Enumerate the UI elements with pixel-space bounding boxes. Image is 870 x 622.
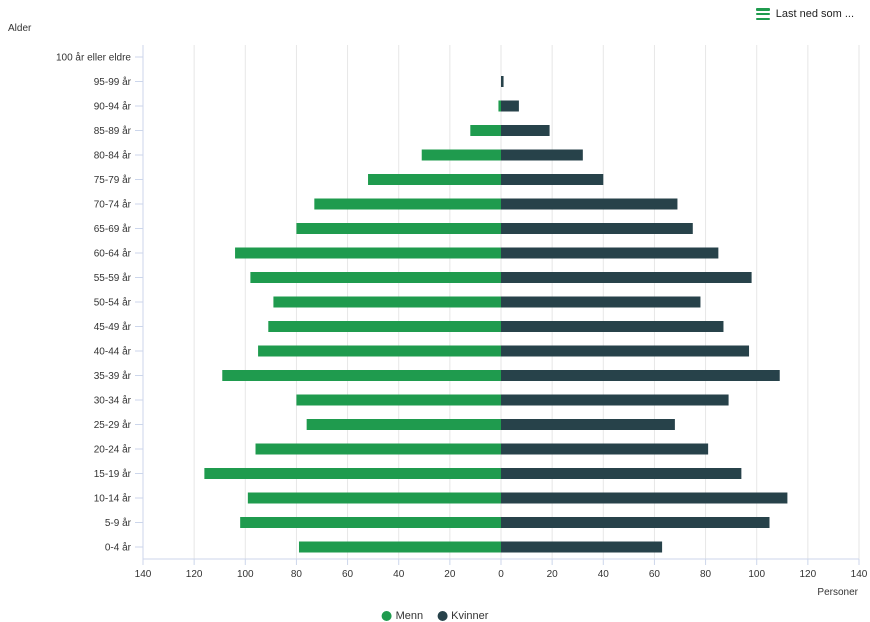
axes: 140 120 100 80 60 40 20 0 20 40 60 80 100 120 140 100 å…: [56, 45, 868, 580]
y-tick-label: 30-34 år: [94, 395, 132, 407]
y-tick-label: 0-4 år: [105, 542, 132, 554]
bar-menn: [470, 125, 501, 136]
y-tick-label: 20-24 år: [94, 444, 132, 456]
y-tick-label: 25-29 år: [94, 419, 132, 431]
bar-menn: [498, 100, 501, 112]
y-axis-title: Alder: [8, 23, 32, 34]
bar-kvinner: [501, 468, 742, 479]
bar-menn: [204, 468, 501, 479]
y-tick-label: 65-69 år: [94, 223, 132, 235]
bar-menn: [250, 272, 501, 283]
legend-label-kvinner: Kvinner: [451, 610, 489, 622]
bar-menn: [273, 296, 501, 308]
y-tick-label: 55-59 år: [94, 272, 132, 284]
bar-menn: [314, 198, 501, 210]
bar-kvinner: [501, 174, 604, 185]
bar-menn: [240, 517, 501, 528]
bar-kvinner: [501, 223, 693, 234]
bar-menn: [222, 370, 501, 381]
bar-kvinner: [501, 272, 752, 283]
bar-menn: [247, 492, 501, 504]
y-tick-label: 60-64 år: [94, 248, 132, 260]
x-tick-label: 40: [598, 569, 610, 580]
legend-marker-menn: [381, 611, 392, 621]
legend-label-menn: Menn: [395, 610, 424, 622]
bar-kvinner: [501, 492, 788, 504]
x-tick-label: 120: [800, 569, 817, 580]
x-tick-label: 20: [444, 569, 456, 580]
x-axis-title: Personer: [817, 587, 858, 598]
bar-kvinner: [501, 247, 719, 259]
y-tick-label: 50-54 år: [94, 297, 132, 309]
bar-kvinner: [501, 198, 678, 210]
y-tick-label: 15-19 år: [94, 468, 132, 480]
bar-kvinner: [501, 125, 550, 136]
bar-kvinner: [501, 394, 729, 406]
bar-kvinner: [501, 149, 583, 161]
y-tick-label: 35-39 år: [94, 370, 132, 382]
x-tick-label: 140: [135, 569, 152, 580]
bar-kvinner: [501, 370, 780, 381]
bar-menn: [296, 223, 501, 234]
y-tick-label: 70-74 år: [94, 199, 132, 211]
download-menu-button[interactable]: Last ned som ...: [755, 8, 854, 20]
bar-menn: [298, 541, 501, 553]
legend-item-kvinner[interactable]: Kvinner: [437, 610, 488, 622]
bar-kvinner: [501, 345, 750, 357]
bar-kvinner: [501, 321, 724, 332]
bar-menn: [255, 443, 501, 455]
bar-kvinner: [501, 76, 504, 87]
bar-menn: [258, 345, 501, 357]
download-label: Last ned som ...: [775, 8, 854, 20]
legend: Menn Kvinner: [381, 610, 488, 622]
x-tick-label: 80: [291, 569, 303, 580]
menu-icon: [755, 8, 770, 20]
x-tick-label: 60: [342, 569, 354, 580]
y-tick-label: 90-94 år: [94, 101, 132, 113]
bar-menn: [235, 247, 502, 259]
y-tick-label: 80-84 år: [94, 150, 132, 162]
bar-menn: [268, 321, 501, 332]
bar-menn: [296, 394, 501, 406]
y-tick-label: 10-14 år: [94, 493, 132, 505]
x-tick-label: 100: [237, 569, 254, 580]
x-tick-label: 40: [393, 569, 405, 580]
y-tick-label: 45-49 år: [94, 321, 132, 333]
bar-kvinner: [501, 100, 519, 112]
x-tick-label: 140: [851, 569, 868, 580]
bar-menn: [421, 149, 501, 161]
y-tick-label: 5-9 år: [105, 517, 132, 529]
bar-kvinner: [501, 443, 709, 455]
x-tick-label: 0: [498, 569, 504, 580]
x-tick-label: 20: [547, 569, 559, 580]
x-tick-label: 80: [700, 569, 712, 580]
y-tick-label: 85-89 år: [94, 125, 132, 137]
x-tick-label: 60: [649, 569, 661, 580]
bar-kvinner: [501, 419, 675, 430]
y-tick-label: 40-44 år: [94, 346, 132, 358]
bar-menn: [368, 174, 501, 185]
x-tick-label: 120: [186, 569, 203, 580]
y-tick-label: 100 år eller eldre: [56, 52, 131, 64]
bar-kvinner: [501, 517, 770, 528]
bar-menn: [306, 419, 501, 430]
y-tick-label: 95-99 år: [94, 76, 132, 88]
x-tick-label: 100: [748, 569, 765, 580]
legend-marker-kvinner: [437, 611, 448, 621]
bars: [204, 76, 788, 553]
bar-kvinner: [501, 296, 701, 308]
y-tick-label: 75-79 år: [94, 174, 132, 186]
legend-item-menn[interactable]: Menn: [381, 610, 424, 622]
bar-kvinner: [501, 541, 663, 553]
